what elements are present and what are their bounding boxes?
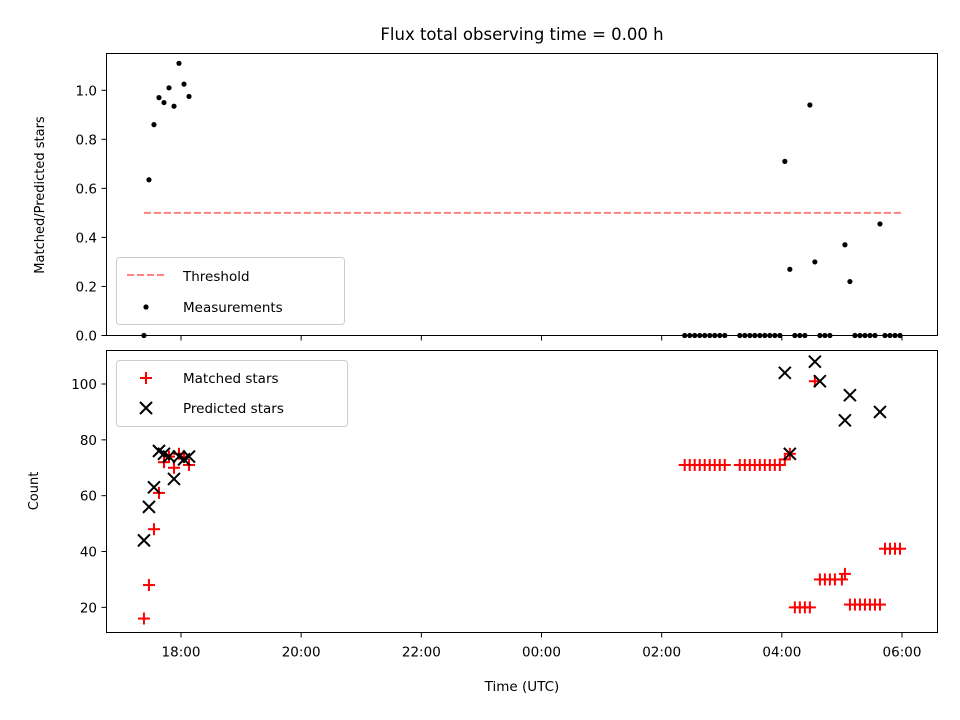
measurement-point [842,242,848,248]
matched-star-point [142,579,155,592]
ratio-panel: Matched/Predicted stars 0.0 0.2 0.4 0.6 0.8 1… [33,53,938,345]
measurement-point [156,95,162,101]
measurement-point [146,177,152,183]
measurement-point [812,259,818,265]
measurement-point [782,158,788,164]
y-tick-label: 1.0 [76,83,97,99]
measurement-point [171,103,177,109]
x-axis-label: Time (UTC) [484,679,560,695]
predicted-star-point [873,405,887,419]
predicted-star-point [838,413,852,428]
predicted-star-point [147,480,161,495]
measurement-point [151,122,157,128]
count-legend-box [116,360,348,427]
measurements-legend-label: Measurements [183,300,283,316]
y-tick-label: 0.4 [76,230,97,246]
count-panel: Count 18:00 20:00 22:00 00:00 02:00 04:00 06:0… [27,350,938,695]
x-tick-label: 00:00 [522,645,561,661]
predicted-star-point [808,354,822,369]
measurement-point [877,221,883,227]
count-y-axis-label: Count [27,472,42,511]
matched-star-point [167,461,180,474]
x-tick-label: 22:00 [402,645,441,661]
ratio-legend-box [116,257,345,325]
measurements-legend-swatch [143,304,149,310]
predicted-star-point [137,533,151,548]
y-tick-label: 0.0 [76,329,97,345]
matched-star-point [137,612,150,625]
matched-star-point [803,601,816,614]
measurement-point [847,278,853,285]
measurement-point [181,81,187,87]
measurement-point [807,102,813,108]
predicted-star-point [783,447,797,461]
predicted-star-point [142,500,156,514]
matched-legend-label: Matched stars [183,371,279,387]
ratio-plot-frame [106,53,938,336]
ratio-legend: Threshold Measurements [116,257,345,325]
measurement-point [787,266,793,272]
matched-star-point [835,573,848,586]
measurement-point [166,85,172,91]
y-tick-label: 20 [80,600,97,616]
predicted-legend-label: Predicted stars [183,401,284,417]
predicted-star-point [167,472,181,486]
chart-title: Flux total observing time = 0.00 h [380,25,663,44]
matched-star-point [838,567,851,580]
predicted-star-point [182,449,196,464]
y-tick-label: 0.8 [76,132,97,148]
x-tick-label: 04:00 [762,645,801,661]
matched-legend-swatch [140,372,152,384]
x-tick-label: 18:00 [162,645,201,661]
measurement-point [161,99,167,106]
ratio-y-axis-label: Matched/Predicted stars [33,116,48,274]
x-tick-label: 20:00 [282,645,321,661]
x-tick-label: 02:00 [642,645,681,661]
x-tick-label: 06:00 [883,645,922,661]
y-tick-label: 60 [80,489,97,505]
count-plot-frame [106,350,938,633]
predicted-star-point [843,388,857,402]
count-legend: Matched stars Predicted stars [116,360,348,427]
matched-star-point [147,523,160,536]
y-tick-label: 80 [80,433,97,449]
predicted-star-point [778,366,792,380]
measurement-point [176,60,182,66]
matched-star-point [893,542,906,555]
matched-star-point [718,458,731,471]
predicted-star-point [162,449,176,464]
measurement-point [186,93,192,100]
y-tick-label: 0.2 [76,279,97,295]
predicted-legend-swatch [139,401,153,415]
y-tick-label: 0.6 [76,181,97,197]
matched-star-point [873,598,886,611]
y-tick-label: 100 [71,377,97,393]
threshold-legend-label: Threshold [182,269,250,285]
matched-star-point [773,458,786,471]
predicted-star-point [813,374,827,388]
y-tick-label: 40 [80,545,97,561]
